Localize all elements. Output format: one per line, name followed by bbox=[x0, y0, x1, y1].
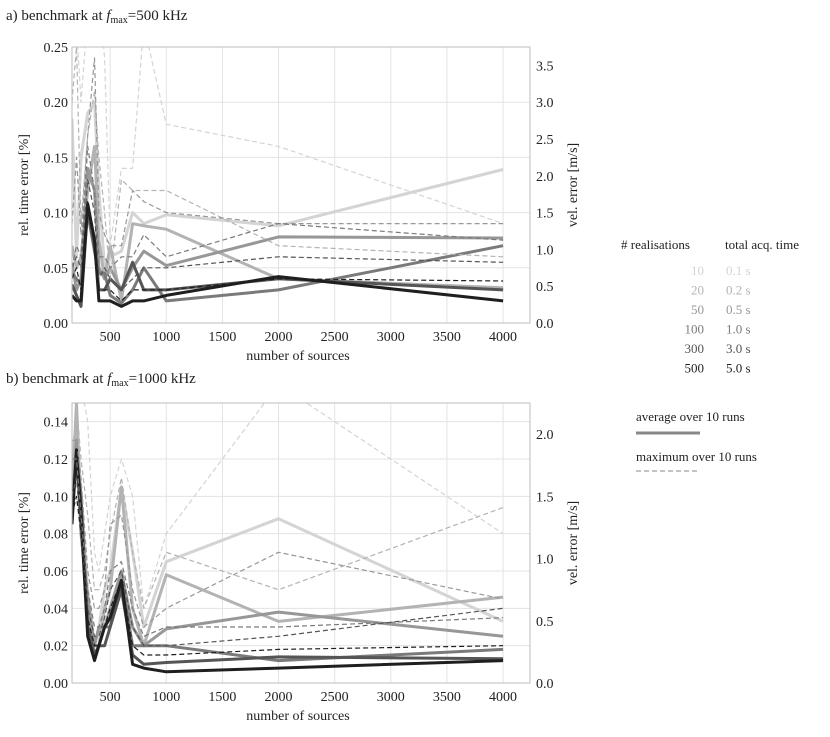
y2-tick-label: 1.5 bbox=[536, 490, 554, 505]
x-tick-label: 3500 bbox=[433, 690, 461, 705]
legend-realisations-value: 20 bbox=[691, 283, 704, 298]
y2-tick-label: 1.0 bbox=[536, 553, 554, 568]
panel-b: b) benchmark at fmax=1000 kHz 500 1000 150… bbox=[6, 371, 581, 724]
y-tick-label: 0.00 bbox=[44, 677, 69, 692]
y2-tick-label: 2.0 bbox=[536, 428, 554, 443]
legend-time-value: 0.1 s bbox=[726, 263, 751, 278]
y2-tick-label: 3.5 bbox=[536, 59, 554, 74]
y2-tick-label: 0.0 bbox=[536, 677, 554, 692]
y-tick-label: 0.10 bbox=[44, 207, 69, 222]
series-max-line-2 bbox=[72, 57, 504, 247]
panel-b-ticks: 500 1000 1500 2000 2500 3000 3500 4000 0.00 0.02 0… bbox=[44, 416, 554, 705]
series-max-line-5 bbox=[72, 201, 504, 302]
panel-b-x-axis-label: number of sources bbox=[246, 709, 349, 724]
panel-b-grid bbox=[72, 403, 530, 684]
panel-a-plot-area bbox=[71, 46, 531, 324]
y-tick-label: 0.02 bbox=[44, 640, 69, 655]
series-max-line-3 bbox=[72, 145, 504, 269]
y-tick-label: 0.00 bbox=[44, 317, 69, 332]
x-tick-label: 1500 bbox=[208, 690, 236, 705]
x-tick-label: 2500 bbox=[321, 330, 349, 345]
legend-time-value: 3.0 s bbox=[726, 341, 751, 356]
series-max-line-0 bbox=[77, 47, 504, 247]
series-avg-line-2 bbox=[72, 438, 504, 648]
x-tick-label: 3000 bbox=[377, 330, 405, 345]
y-tick-label: 0.14 bbox=[44, 416, 69, 431]
legend-time-value: 1.0 s bbox=[726, 322, 751, 337]
y2-tick-label: 1.0 bbox=[536, 243, 554, 258]
y2-tick-label: 1.5 bbox=[536, 207, 554, 222]
legend-rows: 10 0.1 s 20 0.2 s 50 0.5 s 100 1.0 s 300 3.0 s 500… bbox=[685, 263, 751, 376]
legend-time-value: 0.2 s bbox=[726, 283, 751, 298]
x-tick-label: 500 bbox=[100, 690, 121, 705]
legend-realisations-value: 50 bbox=[691, 302, 704, 317]
series-max-line-0 bbox=[83, 403, 504, 609]
x-tick-label: 4000 bbox=[489, 690, 517, 705]
y-tick-label: 0.25 bbox=[44, 41, 69, 56]
panel-a-y2-axis-label: vel. error [m/s] bbox=[566, 143, 581, 227]
panel-a-title: a) benchmark at fmax=500 kHz bbox=[6, 8, 188, 26]
x-tick-label: 3000 bbox=[377, 690, 405, 705]
panel-b-series bbox=[72, 403, 504, 674]
series-max-line-5 bbox=[72, 495, 504, 656]
x-tick-label: 3500 bbox=[433, 330, 461, 345]
y-tick-label: 0.10 bbox=[44, 490, 69, 505]
series-avg-line-5 bbox=[72, 202, 504, 308]
series-max-line-4 bbox=[72, 477, 504, 647]
legend-realisations-value: 10 bbox=[691, 263, 704, 278]
y-tick-label: 0.20 bbox=[44, 96, 69, 111]
y2-tick-label: 2.5 bbox=[536, 133, 554, 148]
x-tick-label: 4000 bbox=[489, 330, 517, 345]
x-tick-label: 2000 bbox=[265, 690, 293, 705]
x-tick-label: 500 bbox=[100, 330, 121, 345]
legend-time-value: 5.0 s bbox=[726, 361, 751, 376]
y2-tick-label: 0.5 bbox=[536, 280, 554, 295]
legend-time-value: 0.5 s bbox=[726, 302, 751, 317]
series-max-line-2 bbox=[72, 439, 504, 628]
series-avg-line-5 bbox=[72, 448, 504, 674]
y2-tick-label: 3.0 bbox=[536, 96, 554, 111]
panel-a: a) benchmark at fmax=500 kHz 500 1000 1500… bbox=[6, 8, 581, 364]
legend-average-label: average over 10 runs bbox=[636, 409, 745, 424]
panel-a-x-axis-label: number of sources bbox=[246, 349, 349, 364]
panel-b-y2-axis-label: vel. error [m/s] bbox=[566, 501, 581, 585]
legend-realisations-value: 100 bbox=[685, 322, 705, 337]
series-max-line-3 bbox=[72, 458, 504, 637]
x-tick-label: 1500 bbox=[208, 330, 236, 345]
y2-tick-label: 0.0 bbox=[536, 317, 554, 332]
panel-a-ticks: 500 1000 1500 2000 2500 3000 3500 4000 0.00 0.05 0… bbox=[44, 41, 554, 345]
panel-b-y-axis-label: rel. time error [%] bbox=[17, 492, 32, 594]
y-tick-label: 0.08 bbox=[44, 528, 69, 543]
legend-realisations-header: # realisations bbox=[621, 237, 690, 252]
y-tick-label: 0.06 bbox=[44, 565, 69, 580]
legend-realisations-value: 500 bbox=[685, 361, 705, 376]
panel-a-y-axis-label: rel. time error [%] bbox=[17, 134, 32, 236]
legend-time-header: total acq. time bbox=[725, 237, 799, 252]
x-tick-label: 1000 bbox=[152, 330, 180, 345]
y2-tick-label: 2.0 bbox=[536, 170, 554, 185]
y-tick-label: 0.04 bbox=[44, 602, 69, 617]
panel-b-title: b) benchmark at fmax=1000 kHz bbox=[6, 371, 196, 389]
legend: # realisations total acq. time 10 0.1 s 20… bbox=[621, 237, 799, 472]
x-tick-label: 2000 bbox=[265, 330, 293, 345]
x-tick-label: 1000 bbox=[152, 690, 180, 705]
legend-maximum-label: maximum over 10 runs bbox=[636, 449, 757, 464]
y-tick-label: 0.12 bbox=[44, 453, 69, 468]
x-tick-label: 2500 bbox=[321, 690, 349, 705]
panel-b-plot-area bbox=[71, 402, 531, 684]
series-avg-line-0 bbox=[72, 100, 504, 270]
legend-realisations-value: 300 bbox=[685, 341, 705, 356]
y-tick-label: 0.15 bbox=[44, 151, 69, 166]
panel-a-series bbox=[72, 47, 504, 308]
series-max-line-1 bbox=[72, 47, 504, 280]
y-tick-label: 0.05 bbox=[44, 262, 69, 277]
y2-tick-label: 0.5 bbox=[536, 615, 554, 630]
